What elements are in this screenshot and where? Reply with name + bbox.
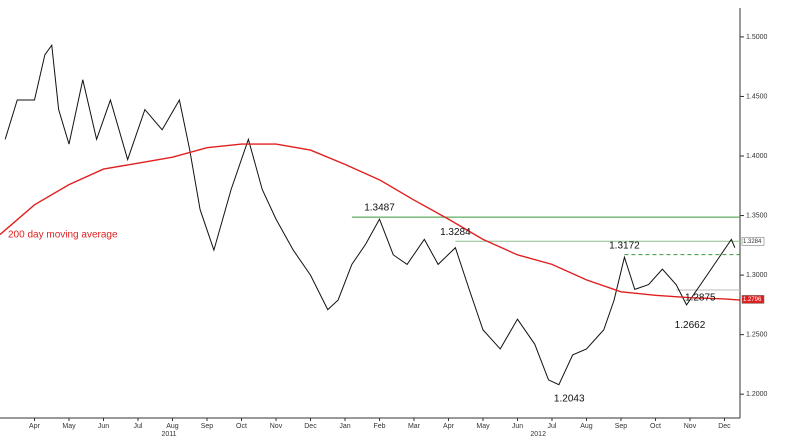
annotation: 1.3487 <box>364 203 395 214</box>
x-tick-label: Jun <box>512 423 523 430</box>
x-tick-label: Dec <box>718 423 731 430</box>
x-tick-label: Feb <box>373 423 385 430</box>
annotation: 1.2662 <box>675 320 706 331</box>
y-tick-label: 1.4000 <box>746 153 768 160</box>
x-tick-label: Apr <box>443 423 455 430</box>
price-tag <box>741 295 765 304</box>
price-tag <box>741 237 765 246</box>
y-tick-label: 1.5000 <box>746 34 768 41</box>
y-tick-label: 1.4500 <box>746 93 768 100</box>
annotation: 1.3172 <box>609 240 640 251</box>
price-tag-label: 1.2796 <box>743 297 762 303</box>
x-tick-label: May <box>476 423 490 430</box>
x-tick-label: Aug <box>580 423 593 430</box>
x-tick-label: Nov <box>270 423 283 430</box>
y-tick-label: 1.2000 <box>746 391 768 398</box>
x-tick-label: Dec <box>304 423 317 430</box>
price-line <box>0 143 741 301</box>
x-tick-label: Aug <box>166 423 179 430</box>
x-tick-label: Nov <box>684 423 697 430</box>
annotation: 1.2875 <box>685 293 716 304</box>
y-tick-label: 1.3000 <box>746 272 768 279</box>
annotation: 1.3284 <box>440 227 471 238</box>
year-label: 2012 <box>530 431 546 438</box>
x-tick-label: Jan <box>339 423 350 430</box>
x-tick-label: Jul <box>548 423 557 430</box>
y-tick-label: 1.2500 <box>746 331 768 338</box>
x-tick-label: Jul <box>134 423 143 430</box>
ma-label: 200 day moving average <box>8 230 118 241</box>
x-tick-label: Oct <box>650 423 661 430</box>
x-tick-label: Jun <box>98 423 109 430</box>
x-tick-label: Sep <box>615 423 628 430</box>
x-tick-label: Apr <box>29 423 41 430</box>
price-tag-label: 1.3284 <box>743 239 762 245</box>
price-line <box>4 43 736 386</box>
y-tick-label: 1.3500 <box>746 212 768 219</box>
x-tick-label: Sep <box>201 423 214 430</box>
x-tick-label: Mar <box>408 423 421 430</box>
x-tick-label: May <box>62 423 76 430</box>
x-tick-label: Oct <box>236 423 247 430</box>
year-label: 2011 <box>162 431 177 438</box>
annotation: 1.2043 <box>554 394 585 405</box>
